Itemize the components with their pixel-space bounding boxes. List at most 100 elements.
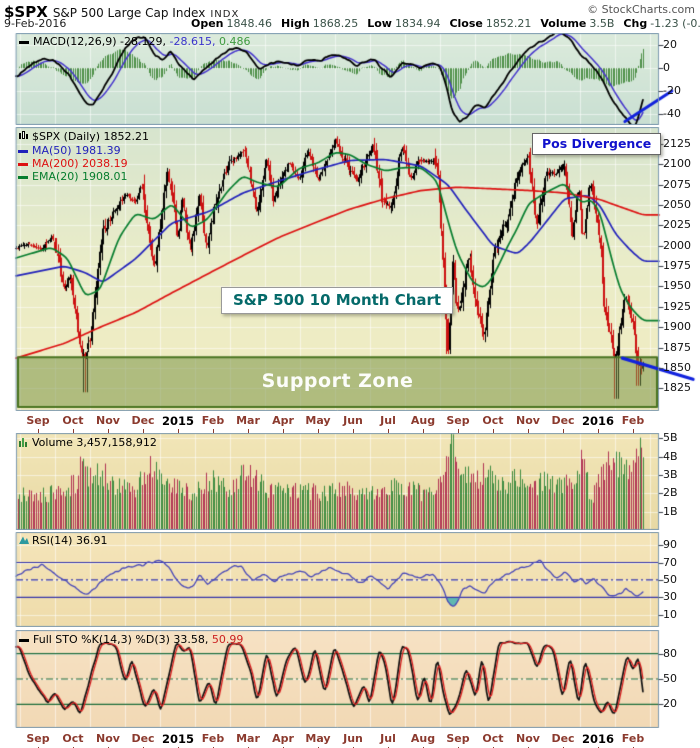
y-axis-label: 0 <box>663 61 670 75</box>
quote-value-chg: -1.23 (-0.07%) <box>650 17 700 30</box>
x-axis-tick <box>248 429 249 433</box>
x-axis-label: Apr <box>272 414 294 427</box>
y-axis-label: 4B <box>663 449 678 463</box>
x-axis-tick <box>318 429 319 433</box>
x-axis-tick <box>73 429 74 433</box>
x-axis-tick <box>38 429 39 433</box>
x-axis-label: Mar <box>236 732 260 745</box>
y-axis-label: -40 <box>663 106 681 120</box>
macd-line-icon <box>19 40 29 44</box>
x-axis-label: Jul <box>380 732 396 745</box>
x-axis-label: Sep <box>446 414 470 427</box>
x-axis-label: Sep <box>446 732 470 745</box>
y-axis-label: 50 <box>663 572 677 586</box>
y-axis-label: 5B <box>663 431 678 445</box>
x-axis-label: 2016 <box>581 414 615 428</box>
y-axis-label: 30 <box>663 590 677 604</box>
ma200-legend: MA(200) 2038.19 <box>32 157 128 170</box>
ema20-line-icon <box>18 175 28 179</box>
quote-label-open: Open <box>191 17 224 30</box>
y-axis-label: 3B <box>663 468 678 482</box>
quote-row: Open 1848.46 High 1868.25 Low 1834.94 Close 185… <box>182 17 700 30</box>
ma200-line-icon <box>18 162 28 166</box>
y-axis-label: 1925 <box>663 299 691 313</box>
price-legend-main: $SPX (Daily) 1852.21 <box>32 130 150 143</box>
x-axis-tick <box>598 429 599 433</box>
y-axis-label: 1900 <box>663 320 691 334</box>
quote-label-volume: Volume <box>540 17 587 30</box>
rsi-mountain-icon <box>19 535 29 548</box>
x-axis-label: Sep <box>26 732 50 745</box>
x-axis-label: Jun <box>343 732 363 745</box>
quote-label-chg: Chg <box>623 17 648 30</box>
sto-label: Full STO %K(14,3) %D(3) <box>33 633 170 646</box>
x-axis-tick <box>633 429 634 433</box>
macd-hist-value: 0.486 <box>218 35 251 48</box>
y-axis-label: 20 <box>663 38 677 52</box>
macd-legend: MACD(12,26,9) -28.129, -28.615, 0.486 <box>19 35 250 48</box>
y-axis-label: 2000 <box>663 238 691 252</box>
volume-panel-canvas[interactable] <box>0 433 700 530</box>
x-axis-label: Oct <box>482 414 504 427</box>
quote-value-close: 1852.21 <box>485 17 532 30</box>
y-axis-label: 1850 <box>663 360 691 374</box>
x-axis-label: Sep <box>26 414 50 427</box>
x-axis-label: Oct <box>482 732 504 745</box>
quote-value-high: 1868.25 <box>312 17 359 30</box>
x-axis-label: Feb <box>201 732 225 745</box>
sto-panel-canvas[interactable] <box>0 630 700 728</box>
y-axis-label: 2025 <box>663 218 691 232</box>
x-axis-label: Mar <box>236 414 260 427</box>
exchange-tag: INDX <box>210 9 240 20</box>
rsi-panel-canvas[interactable] <box>0 532 700 627</box>
x-axis-label: Nov <box>96 414 120 427</box>
sto-d-value: 50.99 <box>211 633 244 646</box>
rsi-label: RSI(14) <box>32 534 73 547</box>
chart-title-box: S&P 500 10 Month Chart <box>221 287 454 314</box>
y-axis-label: 90 <box>663 538 677 552</box>
pos-divergence-label: Pos Divergence <box>542 136 652 151</box>
volume-value: 3,457,158,912 <box>76 436 157 449</box>
x-axis-months-mid: Sep Oct Nov Dec 2015 Feb Mar Apr May Jun Jul Aug Sep… <box>0 411 700 433</box>
macd-value: -28.129, <box>120 35 167 48</box>
x-axis-tick <box>493 429 494 433</box>
sto-line-icon <box>19 638 29 642</box>
x-axis-label: Oct <box>62 732 84 745</box>
price-panel-canvas[interactable] <box>0 127 700 411</box>
copyright: © StockCharts.com <box>587 3 695 16</box>
x-axis-label: Feb <box>621 732 645 745</box>
x-axis-label: Dec <box>551 414 575 427</box>
x-axis-label: Nov <box>516 414 540 427</box>
x-axis-tick <box>108 429 109 433</box>
index-name: S&P 500 Large Cap Index <box>52 6 206 20</box>
y-axis-label: 1975 <box>663 259 691 273</box>
y-axis-label: 70 <box>663 555 677 569</box>
ma50-line-icon <box>18 149 28 153</box>
x-axis-label: Dec <box>551 732 575 745</box>
quote-value-low: 1834.94 <box>394 17 441 30</box>
x-axis-tick <box>178 429 179 433</box>
y-axis-label: 2B <box>663 486 678 500</box>
x-axis-label: Nov <box>516 732 540 745</box>
chart-header: $SPX S&P 500 Large Cap Index INDX <box>4 2 239 21</box>
y-axis-label: -20 <box>663 83 681 97</box>
macd-panel-canvas[interactable] <box>0 33 700 125</box>
x-axis-tick <box>353 429 354 433</box>
macd-signal-value: -28.615, <box>169 35 216 48</box>
x-axis-label: Aug <box>410 732 436 745</box>
x-axis-months-bottom: Sep Oct Nov Dec 2015 Feb Mar Apr May Jun Jul Aug Sep… <box>0 729 700 748</box>
x-axis-label: Apr <box>272 732 294 745</box>
x-axis-label: May <box>305 414 331 427</box>
x-axis-label: Feb <box>621 414 645 427</box>
y-axis-label: 1875 <box>663 340 691 354</box>
rsi-legend: RSI(14) 36.91 <box>19 534 107 548</box>
x-axis-label: Oct <box>62 414 84 427</box>
x-axis-label: Dec <box>131 732 155 745</box>
ma50-legend: MA(50) 1981.39 <box>32 144 121 157</box>
quote-label-low: Low <box>367 17 392 30</box>
sto-legend: Full STO %K(14,3) %D(3) 33.58, 50.99 <box>19 633 243 646</box>
volume-legend: Volume 3,457,158,912 <box>19 436 157 450</box>
x-axis-tick <box>423 429 424 433</box>
x-axis-label: Dec <box>131 414 155 427</box>
